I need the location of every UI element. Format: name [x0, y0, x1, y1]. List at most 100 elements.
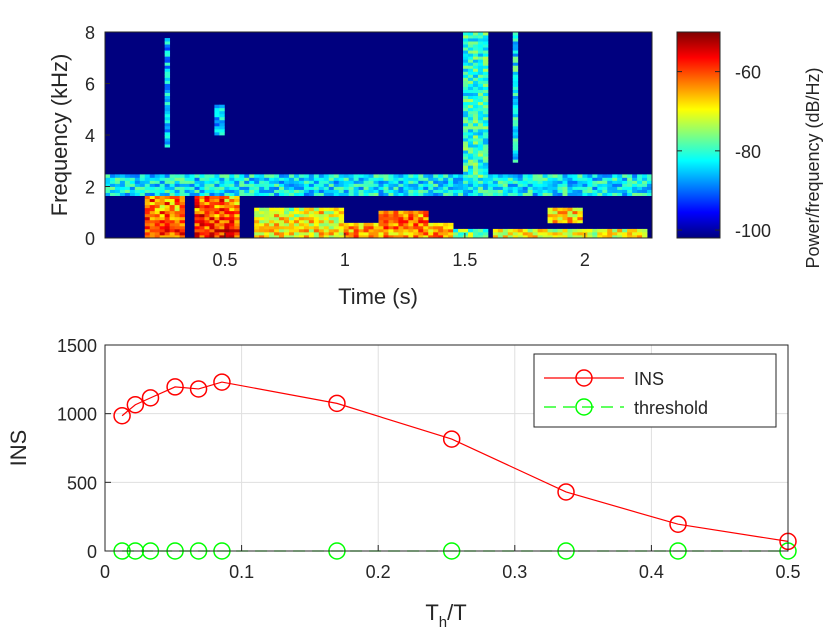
spectrogram-cell — [179, 219, 185, 224]
spectrogram-cell — [512, 144, 519, 148]
spectrogram-cell — [279, 225, 285, 230]
spectrogram-cell — [482, 104, 489, 109]
spectrogram-cell — [482, 38, 489, 42]
spectrogram-cell — [472, 86, 479, 90]
spectrogram-cell — [458, 186, 464, 190]
spectrogram-cell — [597, 183, 603, 187]
spectrogram-cell — [647, 189, 653, 193]
spectrogram-cell — [517, 234, 524, 239]
spectrogram-cell — [557, 213, 563, 218]
spectrogram-cell — [303, 189, 310, 193]
spectrogram-cell — [164, 225, 171, 230]
spectrogram-cell — [164, 216, 171, 221]
spectrogram-cell — [388, 222, 394, 227]
spectrogram-cell — [204, 195, 210, 200]
spectrogram-cell — [105, 177, 111, 181]
spectrogram-cell — [472, 35, 479, 39]
spectrogram-cell — [512, 234, 519, 239]
spectrogram-cell — [637, 183, 643, 187]
spectrogram-cell — [463, 177, 469, 181]
spectrogram-cell — [378, 186, 384, 190]
spectrogram-cell — [438, 222, 444, 227]
spectrogram-cell — [288, 228, 295, 233]
spectrogram-cell — [433, 225, 439, 230]
spectrogram-cell — [413, 213, 419, 218]
spectrogram-cell — [487, 186, 494, 190]
spectrogram-cell — [179, 213, 185, 218]
legend-threshold-label: threshold — [634, 398, 708, 418]
spectrogram-cell — [373, 225, 379, 230]
spectrogram-cell — [557, 174, 563, 178]
spectrogram-cell — [214, 228, 220, 233]
spectrogram-cell — [587, 186, 593, 190]
spectrogram-cell — [214, 231, 220, 236]
spectrogram-cell — [303, 174, 310, 178]
spectrogram-cell — [527, 234, 534, 239]
spectrogram-cell — [144, 216, 151, 221]
spectrogram-cell — [164, 210, 171, 215]
spectrogram-cell — [269, 216, 275, 221]
spectrogram-cell — [477, 144, 484, 148]
spectrogram-cell — [234, 192, 240, 196]
spectrogram-cell — [468, 113, 474, 118]
spectrogram-cell — [179, 186, 185, 190]
spectrogram-cell — [512, 159, 519, 163]
line-y-tick-label: 500 — [67, 473, 97, 493]
spectrogram-cell — [547, 228, 553, 233]
spectrogram-cell — [482, 65, 489, 69]
spectrogram-cell — [164, 80, 171, 84]
spectrogram-cell — [512, 180, 519, 184]
spectrogram-cell — [492, 192, 499, 196]
spectrogram-cell — [408, 222, 414, 227]
spectrogram-cell — [164, 192, 171, 196]
spectrogram-cell — [468, 168, 474, 172]
spectrogram-cell — [164, 207, 171, 212]
spectrogram-cell — [204, 216, 210, 221]
spectrogram-cell — [174, 198, 180, 203]
spectrogram-cell — [547, 219, 553, 224]
spectrogram-cell — [482, 77, 489, 81]
spectrogram-cell — [443, 180, 449, 184]
spectrogram-cell — [293, 216, 300, 221]
spectrogram-cell — [403, 189, 409, 193]
spectrogram-cell — [298, 219, 305, 224]
spectrogram-cell — [214, 177, 220, 181]
spectrogram-cell — [463, 171, 469, 175]
spectrogram-cell — [159, 234, 166, 239]
spectrogram-cell — [403, 180, 409, 184]
spectrogram-cell — [537, 228, 543, 233]
spectrogram-cell — [482, 32, 489, 36]
spectrogram-cell — [159, 174, 166, 178]
spectrogram-cell — [592, 234, 598, 239]
spectrogram-cell — [502, 234, 509, 239]
spectrogram-cell — [572, 207, 578, 212]
spectrogram-cell — [269, 192, 275, 196]
spectrogram-cell — [552, 180, 558, 184]
spectrogram-cell — [423, 219, 429, 224]
spectrogram-cell — [114, 174, 121, 178]
spectrogram-cell — [373, 189, 379, 193]
spectrogram-cell — [482, 177, 489, 181]
spectrogram-cell — [512, 189, 519, 193]
spectrogram-cell — [423, 231, 429, 236]
spectrogram-cell — [219, 174, 225, 178]
spectrogram-cell — [279, 180, 285, 184]
spectrogram-cell — [259, 183, 265, 187]
spectrogram-cell — [184, 174, 190, 178]
spectrogram-cell — [532, 189, 539, 193]
spectrogram-cell — [472, 56, 479, 60]
spectrogram-cell — [602, 174, 608, 178]
spectrogram-cell — [607, 183, 613, 187]
spectrogram-cell — [592, 177, 598, 181]
spectrogram-cell — [502, 177, 509, 181]
spectrogram-cell — [413, 228, 419, 233]
spectrogram-cell — [468, 50, 474, 54]
spectrogram-cell — [343, 186, 350, 190]
spectrogram-cell — [512, 98, 519, 103]
spectrogram-cell — [592, 174, 598, 178]
spectrogram-cell — [477, 168, 484, 172]
spectrogram-cell — [199, 222, 205, 227]
spectrogram-cell — [413, 177, 419, 181]
spectrogram-cell — [463, 77, 469, 81]
spectrogram-y-axis-label: Frequency (kHz) — [47, 54, 72, 217]
